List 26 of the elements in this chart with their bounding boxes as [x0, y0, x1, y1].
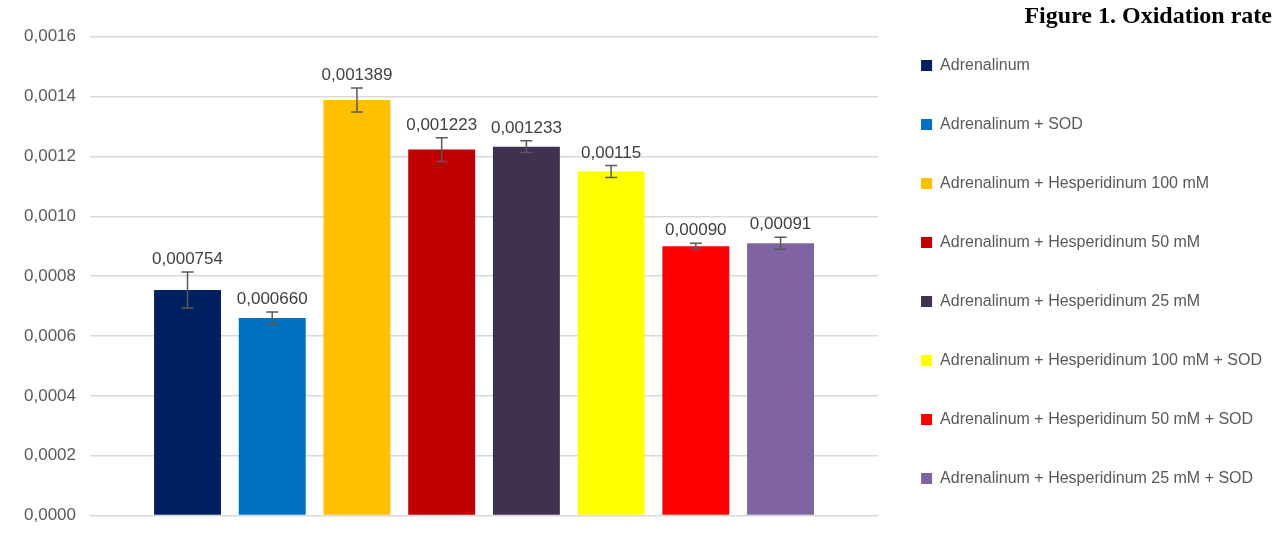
y-tick-label: 0,0002	[24, 445, 76, 465]
data-label: 0,000660	[236, 289, 308, 309]
data-label: 0,00091	[749, 214, 812, 234]
data-label: 0,00115	[581, 142, 642, 162]
data-label: 0,001233	[490, 117, 562, 137]
data-label: 0,00090	[665, 220, 727, 240]
legend-label: Adrenalinum + Hesperidinum 25 mM	[940, 291, 1201, 309]
y-tick-label: 0,0000	[24, 505, 76, 525]
y-tick-label: 0,0012	[24, 146, 76, 166]
y-tick-label: 0,0006	[24, 325, 76, 345]
y-tick-label: 0,0008	[24, 265, 76, 285]
text: Figure 1. Oxidation rate	[1024, 1, 1273, 28]
data-label: 0,001223	[406, 114, 478, 134]
legend-label: Adrenalinum	[940, 55, 1030, 73]
data-label: 0,001389	[321, 65, 393, 85]
y-tick-label: 0,0014	[24, 86, 76, 106]
legend-label: Adrenalinum + Hesperidinum 100 mM	[940, 173, 1210, 191]
legend-label: Adrenalinum + Hesperidinum 50 mM + SOD	[940, 409, 1254, 427]
y-tick-label: 0,0004	[24, 385, 76, 405]
legend-label: Adrenalinum + SOD	[940, 114, 1083, 132]
legend-label: Adrenalinum + Hesperidinum 100 mM + SOD	[940, 350, 1262, 368]
legend-label: Adrenalinum + Hesperidinum 25 mM + SOD	[940, 468, 1254, 486]
data-label: 0,000754	[152, 249, 223, 269]
y-tick-label: 0,0010	[24, 206, 76, 226]
y-tick-label: 0,0016	[24, 26, 76, 46]
legend-label: Adrenalinum + Hesperidinum 50 mM	[940, 232, 1201, 250]
